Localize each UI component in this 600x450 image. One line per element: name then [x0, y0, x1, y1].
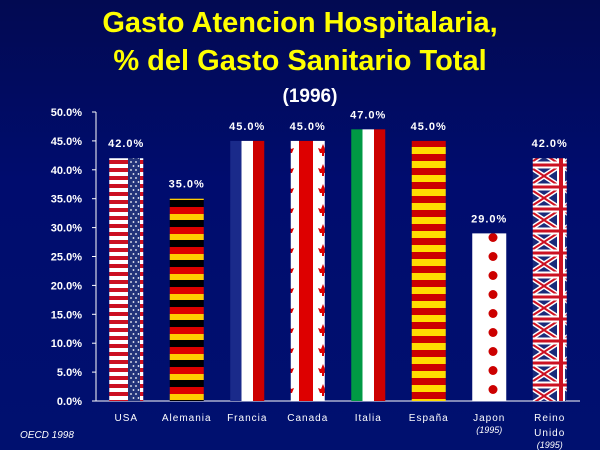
y-tick-label: 50.0%	[51, 107, 82, 119]
x-tick-note: (1995)	[476, 425, 502, 435]
y-tick-label: 20.0%	[51, 280, 82, 292]
y-tick-label: 45.0%	[51, 136, 82, 148]
bar-españa	[411, 140, 446, 401]
y-tick-label: 10.0%	[51, 338, 82, 350]
x-tick-label: Canada	[287, 413, 328, 424]
x-tick-note: (1995)	[537, 440, 563, 450]
x-tick-label: USA	[114, 413, 138, 424]
data-label: 47.0%	[350, 109, 386, 121]
bar-alemania	[169, 198, 204, 401]
x-tick-label: Reino	[534, 413, 565, 424]
y-tick-label: 30.0%	[51, 223, 82, 235]
y-tick-label: 35.0%	[51, 194, 82, 206]
bar-francia	[230, 140, 265, 401]
y-tick-label: 15.0%	[51, 309, 82, 321]
bar-usa	[109, 158, 144, 401]
y-tick-label: 40.0%	[51, 165, 82, 177]
bar-japon	[472, 233, 507, 401]
data-label: 42.0%	[532, 138, 568, 150]
y-tick-label: 0.0%	[57, 396, 82, 408]
x-tick-label: Unido	[534, 428, 565, 439]
data-label: 45.0%	[229, 121, 265, 133]
chart-title: Gasto Atencion Hospitalaria, % del Gasto…	[0, 4, 600, 80]
data-label: 29.0%	[471, 213, 507, 225]
bar-italia	[351, 129, 386, 401]
title-line-2: % del Gasto Sanitario Total	[113, 45, 487, 77]
bar-canada	[290, 140, 325, 401]
chart-subtitle: (1996)	[282, 86, 338, 107]
x-tick-label: Japon	[473, 413, 505, 424]
x-tick-label: Alemania	[162, 413, 212, 424]
data-label: 42.0%	[108, 138, 144, 150]
x-tick-label: Italia	[355, 413, 382, 424]
data-label: 35.0%	[169, 179, 205, 191]
x-tick-label: Francia	[227, 413, 267, 424]
bar-reino-unido	[532, 158, 567, 401]
source-note: OECD 1998	[20, 430, 74, 441]
y-tick-label: 5.0%	[57, 367, 82, 379]
data-label: 45.0%	[290, 121, 326, 133]
y-tick-label: 25.0%	[51, 252, 82, 264]
data-label: 45.0%	[411, 121, 447, 133]
title-line-1: Gasto Atencion Hospitalaria,	[102, 7, 498, 39]
x-tick-label: España	[409, 413, 449, 424]
